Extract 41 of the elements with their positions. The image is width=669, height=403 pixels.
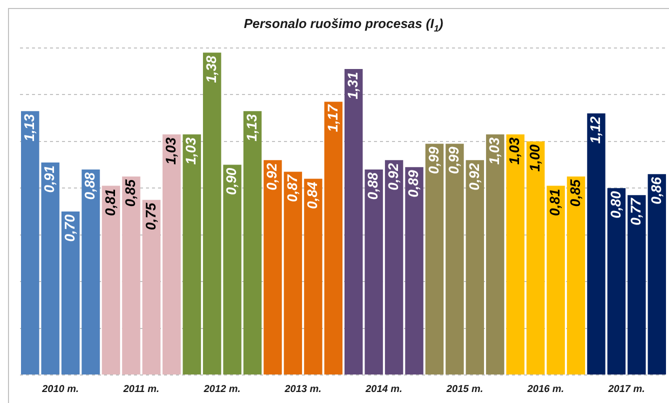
x-tick-label: 2011 m. bbox=[122, 384, 160, 395]
data-label: 0,86 bbox=[648, 176, 664, 204]
data-label: 0,70 bbox=[61, 214, 78, 242]
data-label: 0,88 bbox=[82, 172, 98, 200]
data-label: 1,03 bbox=[506, 137, 522, 165]
data-label: 0,89 bbox=[405, 170, 422, 198]
data-label: 0,91 bbox=[41, 165, 58, 193]
data-label: 1,13 bbox=[243, 114, 260, 142]
data-label: 1,03 bbox=[182, 137, 199, 165]
data-label: 1,38 bbox=[202, 55, 219, 83]
chart-title: Personalo ruošimo procesas (I$_{1}$) bbox=[242, 16, 444, 34]
data-label: 0,85 bbox=[122, 179, 138, 207]
data-label: 1,17 bbox=[324, 104, 340, 132]
data-label: 1,12 bbox=[587, 116, 604, 144]
x-tick-label: 2014 m. bbox=[364, 384, 402, 395]
data-label: 0,99 bbox=[446, 146, 462, 174]
x-tick-label: 2016 m. bbox=[526, 384, 564, 395]
data-label: 1,31 bbox=[344, 72, 360, 100]
x-tick-label: 2017 m. bbox=[607, 384, 645, 395]
data-label: 1,03 bbox=[486, 137, 502, 165]
data-label: 0,99 bbox=[425, 146, 442, 174]
x-tick-label: 2012 m. bbox=[202, 384, 241, 395]
data-label: 0,80 bbox=[607, 190, 624, 218]
data-label: 0,77 bbox=[628, 196, 644, 226]
data-label: 1,13 bbox=[20, 114, 37, 142]
data-label: 0,75 bbox=[142, 202, 158, 230]
data-label: 0,90 bbox=[223, 168, 240, 196]
x-tick-label: 2015 m. bbox=[445, 384, 484, 395]
data-label: 0,85 bbox=[566, 179, 583, 207]
data-label: 1,03 bbox=[162, 137, 178, 165]
x-tick-label: 2010 m. bbox=[41, 384, 79, 395]
x-tick-label: 2013 m. bbox=[284, 384, 322, 395]
data-label: 0,81 bbox=[546, 188, 563, 216]
data-label: 0,92 bbox=[384, 162, 401, 190]
data-label: 0,81 bbox=[102, 188, 118, 216]
data-label: 0,92 bbox=[466, 162, 482, 190]
data-label: 0,84 bbox=[304, 182, 320, 210]
data-label: 1,00 bbox=[526, 144, 542, 172]
data-label: 0,87 bbox=[284, 174, 300, 202]
data-label: 0,92 bbox=[264, 162, 280, 190]
data-label: 0,88 bbox=[364, 172, 381, 200]
